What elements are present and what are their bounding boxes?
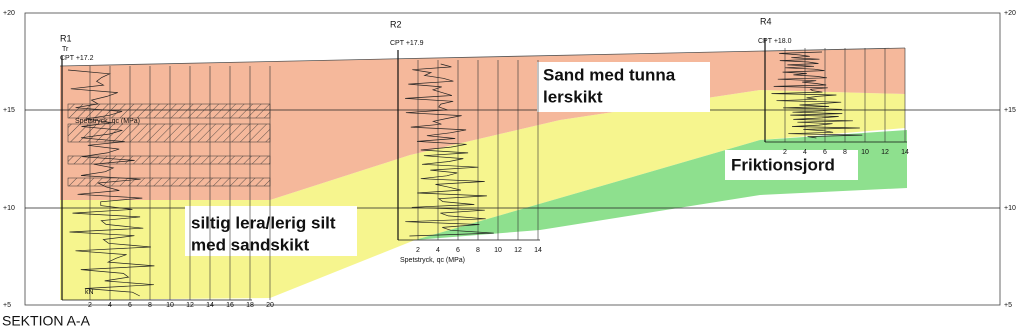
cpt-trace (67, 69, 155, 297)
scale-tick: 10 (166, 302, 174, 309)
section-title: SEKTION A-A (2, 313, 91, 329)
scale-tick: 4 (436, 247, 440, 254)
borehole-name: R2 (390, 19, 402, 29)
scale-tick: 18 (246, 302, 254, 309)
scale-tick: 16 (226, 302, 234, 309)
layer-label: siltig lera/lerig silt (191, 213, 336, 232)
elevation-label: +15 (3, 107, 15, 114)
frame (24, 12, 1001, 306)
elevation-label: +10 (1004, 205, 1016, 212)
scale-tick: 14 (901, 149, 909, 156)
scale-tick: 4 (108, 302, 112, 309)
cpt-trace (405, 63, 494, 237)
label-box (725, 150, 858, 180)
scale-tick: 8 (476, 247, 480, 254)
ground-line (59, 47, 906, 67)
elevation-label: +5 (1004, 302, 1012, 309)
scale-tick: 2 (783, 149, 787, 156)
scale-tick: 10 (861, 149, 869, 156)
scale-label: Spetstryck, qc (MPa) (400, 257, 465, 264)
borehole-cpt: CPT +17.9 (390, 40, 424, 47)
scale-tick: 20 (266, 302, 274, 309)
scale-tick: 6 (823, 149, 827, 156)
elevation-label: +5 (3, 302, 11, 309)
scale-tick: 14 (534, 247, 542, 254)
label-box (537, 62, 710, 112)
borehole-name: R4 (760, 16, 772, 26)
scale-tick: 6 (456, 247, 460, 254)
scale-tick: 12 (186, 302, 194, 309)
layer-label: lerskikt (543, 87, 603, 106)
scale-tick: 12 (514, 247, 522, 254)
scale-label: Spetstryck, qc (MPa) (75, 118, 140, 125)
layer-label: Friktionsjord (731, 155, 835, 174)
scale-tick: 2 (88, 302, 92, 309)
unit-label: kN (85, 289, 94, 296)
scale-tick: 8 (148, 302, 152, 309)
scale-tick: 6 (128, 302, 132, 309)
clay-lenses (67, 103, 271, 187)
elevation-label: +10 (3, 205, 15, 212)
label-box (185, 206, 357, 256)
borehole-name: R1 (60, 33, 72, 43)
borehole-cpt: CPT +18.0 (758, 38, 792, 45)
scale-tick: 2 (416, 247, 420, 254)
scale-tick: 12 (881, 149, 889, 156)
elevation-label: +20 (1004, 10, 1016, 17)
layer-label: Sand med tunna (543, 65, 676, 84)
scale-tick: 4 (803, 149, 807, 156)
elevation-label: +20 (3, 10, 15, 17)
scale-tick: 14 (206, 302, 214, 309)
elevation-label: +15 (1004, 107, 1016, 114)
borehole-cpt: CPT +17.2 (60, 55, 94, 62)
scale-tick: 10 (494, 247, 502, 254)
cpt-trace (771, 51, 863, 139)
borehole-note: Tr (62, 46, 69, 53)
scale-tick: 8 (843, 149, 847, 156)
